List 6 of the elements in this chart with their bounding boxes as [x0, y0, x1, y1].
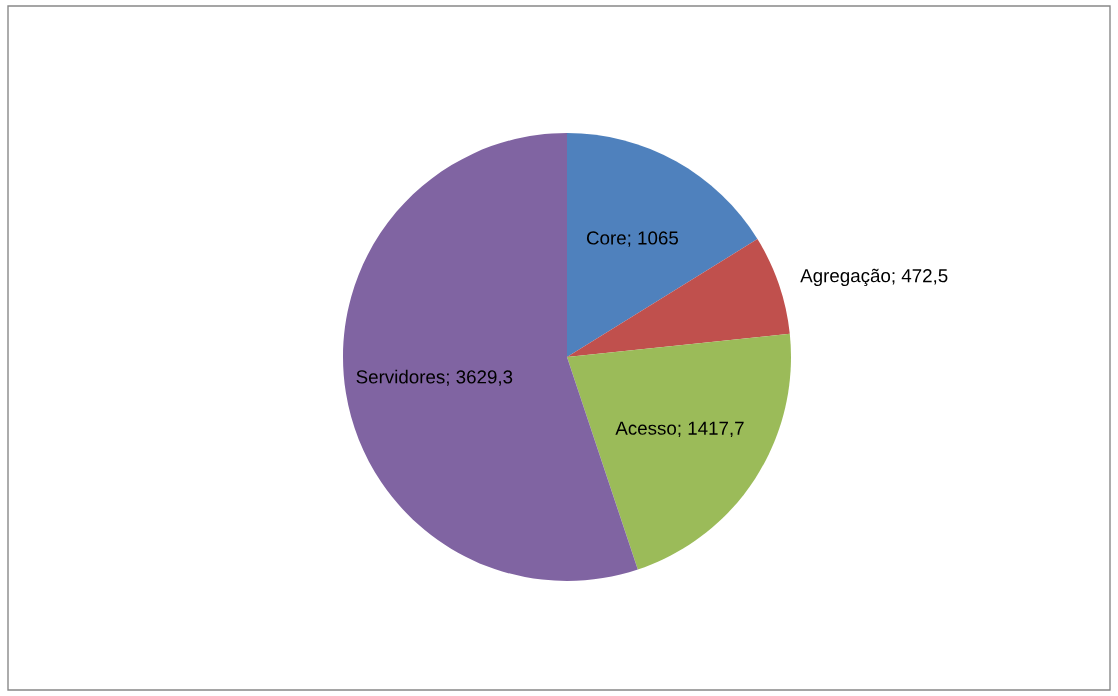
slice-label: Servidores; 3629,3	[356, 369, 513, 386]
slice-label: Agregação; 472,5	[800, 268, 948, 287]
pie-slice	[567, 333, 791, 570]
pie-slice	[567, 133, 758, 357]
slice-label: Core; 1065	[586, 231, 678, 247]
slice-label: Acesso; 1417,7	[615, 421, 744, 438]
